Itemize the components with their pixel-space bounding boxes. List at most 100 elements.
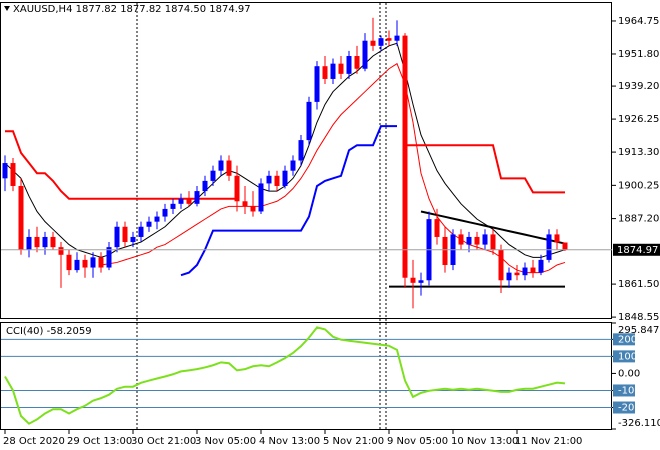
y-tick-label: 295.8476: [618, 325, 660, 336]
level-label-box: [613, 401, 635, 414]
candle-body: [250, 206, 256, 212]
candle-body: [66, 254, 72, 271]
candle-body: [146, 221, 152, 227]
candle-body: [202, 180, 208, 192]
candle-body: [338, 63, 344, 74]
x-tick-label: 3 Nov 05:00: [195, 436, 256, 447]
low: 1874.50: [165, 4, 206, 15]
candle-body: [26, 236, 32, 250]
x-tick-label: 5 Nov 21:00: [323, 436, 384, 447]
high: 1877.82: [120, 4, 161, 15]
candle-body: [74, 259, 80, 271]
indicator-line: [100, 62, 566, 274]
candle-body: [162, 208, 168, 217]
cci-title: CCI(40): [6, 326, 44, 337]
header-icon: [4, 6, 10, 11]
candle-body: [282, 170, 288, 186]
candle-body: [154, 216, 160, 222]
candle-body: [562, 242, 568, 250]
price-label: 1874.97: [617, 245, 658, 256]
candle-body: [314, 66, 320, 102]
cci-last: -58.2059: [47, 326, 92, 337]
candle-body: [514, 272, 520, 276]
close: 1874.97: [209, 4, 250, 15]
candle-body: [34, 236, 40, 248]
main-frame: [0, 2, 612, 319]
x-tick-label: 4 Nov 13:00: [259, 436, 320, 447]
x-tick-label: 29 Oct 13:00: [67, 436, 132, 447]
candle-body: [122, 226, 128, 243]
y-tick-label: 1926.25: [618, 114, 659, 125]
y-tick-label: 1913.30: [618, 147, 659, 158]
y-tick-label: 200: [618, 334, 637, 345]
y-tick-label: -200: [618, 403, 641, 414]
candle-body: [170, 203, 176, 209]
y-tick-label: 1939.20: [618, 81, 659, 92]
candle-body: [546, 234, 552, 260]
candle-body: [378, 38, 384, 46]
candle-body: [234, 175, 240, 202]
indicator-line: [4, 326, 566, 425]
candle-body: [98, 257, 104, 268]
indicator-line: [420, 210, 566, 245]
candle-body: [218, 160, 224, 171]
candle-body: [362, 40, 368, 69]
price-box: [613, 243, 660, 256]
chart-header: XAUUSD,H4 1877.82 1877.82 1874.50 1874.9…: [13, 4, 251, 15]
x-tick-label: 28 Oct 2020: [3, 436, 65, 447]
candle-body: [370, 40, 376, 46]
candle-body: [418, 280, 424, 283]
x-tick-label: 9 Nov 05:00: [387, 436, 448, 447]
y-tick-label: 1848.55: [618, 312, 659, 323]
symbol: XAUUSD,H4: [13, 4, 72, 15]
x-tick-label: 10 Nov 13:00: [451, 436, 518, 447]
y-tick-label: 1951.80: [618, 49, 659, 60]
candle-body: [482, 234, 488, 245]
y-tick-label: -100: [618, 385, 641, 396]
open: 1877.82: [76, 4, 117, 15]
candle-body: [498, 249, 504, 281]
y-tick-label: -326.1106: [618, 418, 660, 429]
cci-frame: [0, 322, 612, 430]
candle-body: [402, 35, 408, 278]
candle-body: [306, 101, 312, 141]
cci-header: CCI(40) -58.2059: [6, 326, 92, 337]
candle-body: [354, 56, 360, 69]
indicator-line: [180, 125, 397, 277]
candle-body: [490, 234, 496, 250]
candle-body: [50, 236, 56, 248]
x-tick-label: 30 Oct 21:00: [131, 436, 196, 447]
plot-layer: 1964.75 1951.80 1939.20 1926.25 1913.30 1900.…: [1, 16, 660, 447]
candle-body: [474, 236, 480, 245]
candle-body: [506, 272, 512, 281]
y-tick-label: 0.00: [618, 368, 640, 379]
candle-body: [458, 234, 464, 245]
candle-body: [298, 140, 304, 161]
candle-body: [90, 257, 96, 268]
y-tick-label: 1900.25: [618, 180, 659, 191]
candle-body: [290, 160, 296, 171]
candle-body: [442, 236, 448, 265]
y-tick-label: 1964.75: [618, 16, 659, 27]
candle-body: [138, 226, 144, 237]
candle-body: [522, 267, 528, 276]
x-tick-label: 11 Nov 21:00: [515, 436, 582, 447]
candle-body: [538, 259, 544, 273]
candle-body: [410, 277, 416, 283]
candle-body: [322, 66, 328, 79]
candle-body: [466, 236, 472, 245]
candle-body: [18, 185, 24, 250]
candle-body: [186, 198, 192, 204]
y-tick-label: 1861.50: [618, 279, 659, 290]
candle-body: [530, 267, 536, 273]
candle-body: [106, 247, 112, 268]
candle-body: [266, 175, 272, 184]
candle-body: [346, 56, 352, 74]
period-separators: [136, 3, 387, 429]
candle-body: [114, 226, 120, 248]
candle-body: [554, 234, 560, 243]
level-label-box: [613, 333, 635, 346]
candle-body: [58, 247, 64, 255]
